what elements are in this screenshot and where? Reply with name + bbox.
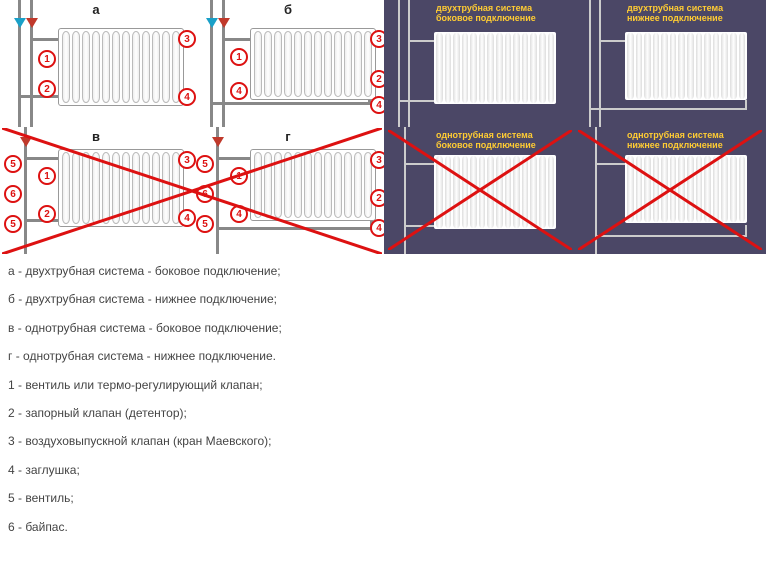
marker-2v: 2 (38, 205, 56, 223)
legend-line: г - однотрубная система - нижнее подключ… (8, 349, 758, 363)
marker-1v: 1 (38, 167, 56, 185)
rradiator-1 (625, 32, 747, 100)
rcell-2: однотрубная система боковое подключение (384, 127, 575, 254)
cell-a: а 1 2 3 4 (0, 0, 192, 127)
legend-line: 1 - вентиль или термо-регулирующий клапа… (8, 378, 758, 392)
marker-5g2: 5 (196, 215, 214, 233)
radiator-b (250, 28, 376, 100)
marker-5v: 5 (4, 155, 22, 173)
rtitle-0-l2: боковое подключение (436, 14, 536, 24)
rtitle-1-l2: нижнее подключение (627, 14, 723, 24)
marker-4g: 4 (230, 205, 248, 223)
rradiator-0 (434, 32, 556, 104)
legend-line: 3 - воздуховыпускной клапан (кран Маевск… (8, 434, 758, 448)
cell-title-b: б (284, 2, 292, 17)
diagram-row: а 1 2 3 4 б (0, 0, 766, 254)
legend: а - двухтрубная система - боковое подклю… (0, 254, 766, 534)
cell-title-a: а (92, 2, 99, 17)
marker-6g: 6 (196, 185, 214, 203)
right-grid: двухтрубная система боковое подключение … (384, 0, 766, 254)
cell-b: б 1 4 3 2 4 (192, 0, 384, 127)
legend-line: 5 - вентиль; (8, 491, 758, 505)
left-grid: а 1 2 3 4 б (0, 0, 384, 254)
rtitle-2-l2: боковое подключение (436, 141, 536, 151)
legend-line: в - однотрубная система - боковое подклю… (8, 321, 758, 335)
radiator-g (250, 149, 376, 221)
marker-6v: 6 (4, 185, 22, 203)
radiator-v (58, 149, 184, 227)
marker-5g: 5 (196, 155, 214, 173)
page: а 1 2 3 4 б (0, 0, 766, 574)
rcell-0: двухтрубная система боковое подключение (384, 0, 575, 127)
legend-line: 6 - байпас. (8, 520, 758, 534)
marker-1: 1 (38, 50, 56, 68)
cell-v: в 5 6 5 1 2 3 4 (0, 127, 192, 254)
cell-title-g: г (285, 129, 290, 144)
left-diagram-panel: а 1 2 3 4 б (0, 0, 384, 254)
rradiator-2 (434, 155, 556, 229)
rcell-3: однотрубная система нижнее подключение (575, 127, 766, 254)
legend-line: 2 - запорный клапан (детентор); (8, 406, 758, 420)
cell-title-v: в (92, 129, 100, 144)
marker-1b: 1 (230, 48, 248, 66)
rcell-1: двухтрубная система нижнее подключение (575, 0, 766, 127)
right-diagram-panel: двухтрубная система боковое подключение … (384, 0, 766, 254)
marker-4b: 4 (230, 82, 248, 100)
marker-1g: 1 (230, 167, 248, 185)
marker-5v2: 5 (4, 215, 22, 233)
legend-line: б - двухтрубная система - нижнее подключ… (8, 292, 758, 306)
marker-2: 2 (38, 80, 56, 98)
rtitle-3-l2: нижнее подключение (627, 141, 724, 151)
rradiator-3 (625, 155, 747, 223)
radiator-a (58, 28, 184, 106)
legend-line: 4 - заглушка; (8, 463, 758, 477)
cell-g: г 5 6 5 1 4 3 2 4 (192, 127, 384, 254)
legend-line: а - двухтрубная система - боковое подклю… (8, 264, 758, 278)
